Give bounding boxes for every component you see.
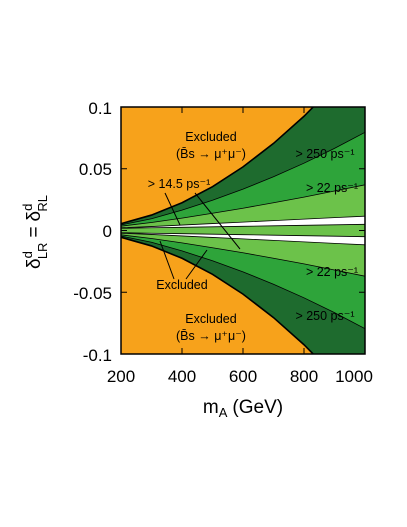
contour-line (121, 234, 365, 277)
x-tick-label: 600 (229, 367, 257, 386)
y-axis-label: δdLR=δdRL (20, 195, 50, 269)
ps250-bottom-label: > 250 ps⁻¹ (295, 309, 354, 323)
excluded-top-label: Excluded (185, 130, 236, 144)
axis-ticks (120, 106, 366, 355)
contour-line (121, 215, 365, 229)
excluded-boundary-line (121, 236, 315, 354)
excluded-bottom-process: (B̄s → μ⁺μ⁻) (176, 329, 246, 343)
y-tick-label: -0.05 (73, 284, 112, 303)
x-tick-label: 1000 (335, 367, 373, 386)
contour-line (121, 223, 365, 229)
ps22-bottom-label: > 22 ps⁻¹ (306, 265, 358, 279)
annotation-pointers (159, 192, 241, 280)
ps14-5-label: > 14.5 ps⁻¹ (148, 177, 211, 191)
excluded-boundary-line (121, 107, 315, 225)
y-tick-label: 0.1 (88, 99, 112, 118)
x-tick-label: 400 (168, 367, 196, 386)
ps22-top-label: > 22 ps⁻¹ (306, 181, 358, 195)
excluded-top-process: (B̄s → μ⁺μ⁻) (176, 147, 246, 161)
contour-line (121, 232, 365, 238)
contour-line (121, 232, 365, 246)
x-tick-label: 800 (290, 367, 318, 386)
contour-line (121, 184, 365, 227)
ps250-top-label: > 250 ps⁻¹ (295, 147, 354, 161)
pointer-line (194, 192, 241, 250)
pointer-line (185, 249, 208, 280)
x-tick-label: 200 (107, 367, 135, 386)
contour-line (121, 131, 365, 226)
pointer-line (159, 240, 175, 280)
excluded-middle-label: Excluded (156, 278, 207, 292)
chart-regions (121, 107, 365, 354)
y-tick-label: 0 (103, 222, 112, 241)
y-tick-label: 0.05 (79, 160, 112, 179)
x-axis-label: mA (GeV) (203, 397, 283, 420)
pointer-line (164, 192, 181, 226)
y-tick-label: -0.1 (83, 346, 112, 365)
excluded-bottom-label: Excluded (185, 312, 236, 326)
